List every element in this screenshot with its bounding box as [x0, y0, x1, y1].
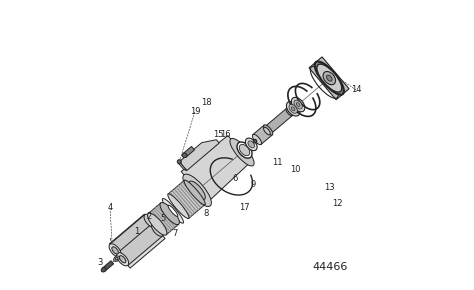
Ellipse shape [327, 75, 332, 81]
Text: 19: 19 [190, 107, 200, 116]
Ellipse shape [182, 153, 187, 158]
Ellipse shape [248, 141, 255, 148]
Ellipse shape [296, 103, 300, 107]
Polygon shape [178, 162, 187, 171]
Ellipse shape [101, 267, 106, 272]
Ellipse shape [317, 64, 342, 92]
Text: 8: 8 [204, 209, 209, 218]
Ellipse shape [115, 257, 118, 260]
Ellipse shape [144, 214, 156, 227]
Ellipse shape [189, 181, 205, 200]
Text: 44466: 44466 [312, 262, 347, 272]
Ellipse shape [168, 194, 189, 219]
Text: 2: 2 [146, 211, 151, 221]
Ellipse shape [292, 107, 295, 111]
Ellipse shape [184, 180, 205, 205]
Ellipse shape [239, 144, 250, 156]
Ellipse shape [114, 256, 119, 261]
Ellipse shape [286, 108, 293, 116]
Ellipse shape [323, 72, 336, 85]
Text: 11: 11 [272, 158, 283, 167]
Ellipse shape [162, 199, 183, 223]
Ellipse shape [177, 160, 182, 164]
Polygon shape [183, 146, 194, 157]
Polygon shape [110, 215, 155, 257]
Ellipse shape [253, 139, 257, 143]
Text: 4: 4 [107, 203, 113, 212]
Polygon shape [148, 203, 179, 235]
Ellipse shape [315, 61, 344, 95]
Polygon shape [309, 57, 349, 100]
Text: 1: 1 [134, 227, 139, 237]
Polygon shape [264, 108, 292, 135]
Ellipse shape [112, 247, 118, 254]
Ellipse shape [292, 97, 305, 112]
Ellipse shape [246, 138, 257, 151]
Ellipse shape [264, 125, 273, 135]
Text: 18: 18 [201, 98, 212, 108]
Polygon shape [109, 214, 165, 268]
Ellipse shape [160, 203, 179, 225]
Polygon shape [179, 140, 219, 171]
Text: 10: 10 [290, 165, 300, 174]
Ellipse shape [230, 138, 254, 166]
Text: 5: 5 [160, 214, 166, 224]
Text: 13: 13 [325, 182, 335, 192]
Text: 17: 17 [239, 203, 250, 212]
Ellipse shape [286, 102, 300, 116]
Ellipse shape [264, 127, 270, 135]
Text: 15: 15 [213, 130, 223, 139]
Text: 7: 7 [172, 229, 177, 238]
Ellipse shape [152, 223, 164, 236]
Polygon shape [181, 136, 250, 202]
Text: 14: 14 [351, 85, 361, 95]
Ellipse shape [289, 104, 297, 113]
Ellipse shape [183, 174, 211, 206]
Ellipse shape [237, 142, 252, 158]
Ellipse shape [109, 244, 121, 257]
Polygon shape [102, 261, 114, 271]
Ellipse shape [147, 213, 167, 235]
Ellipse shape [294, 100, 302, 109]
Ellipse shape [168, 205, 178, 217]
Ellipse shape [252, 134, 262, 145]
Text: 3: 3 [98, 258, 103, 267]
Ellipse shape [117, 253, 128, 266]
Ellipse shape [119, 256, 126, 263]
Polygon shape [253, 125, 273, 144]
Text: 12: 12 [332, 198, 342, 208]
Text: 6: 6 [233, 174, 238, 183]
Text: 16: 16 [220, 130, 231, 139]
Polygon shape [168, 180, 205, 218]
Polygon shape [118, 223, 163, 265]
Text: 9: 9 [250, 180, 255, 189]
